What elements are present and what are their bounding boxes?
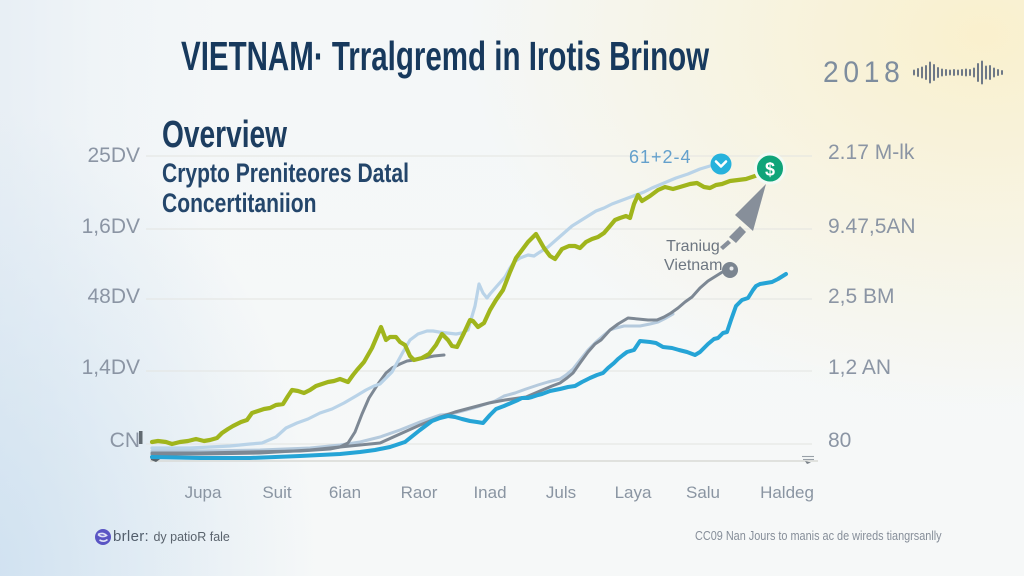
svg-text:$: $ (765, 160, 775, 180)
